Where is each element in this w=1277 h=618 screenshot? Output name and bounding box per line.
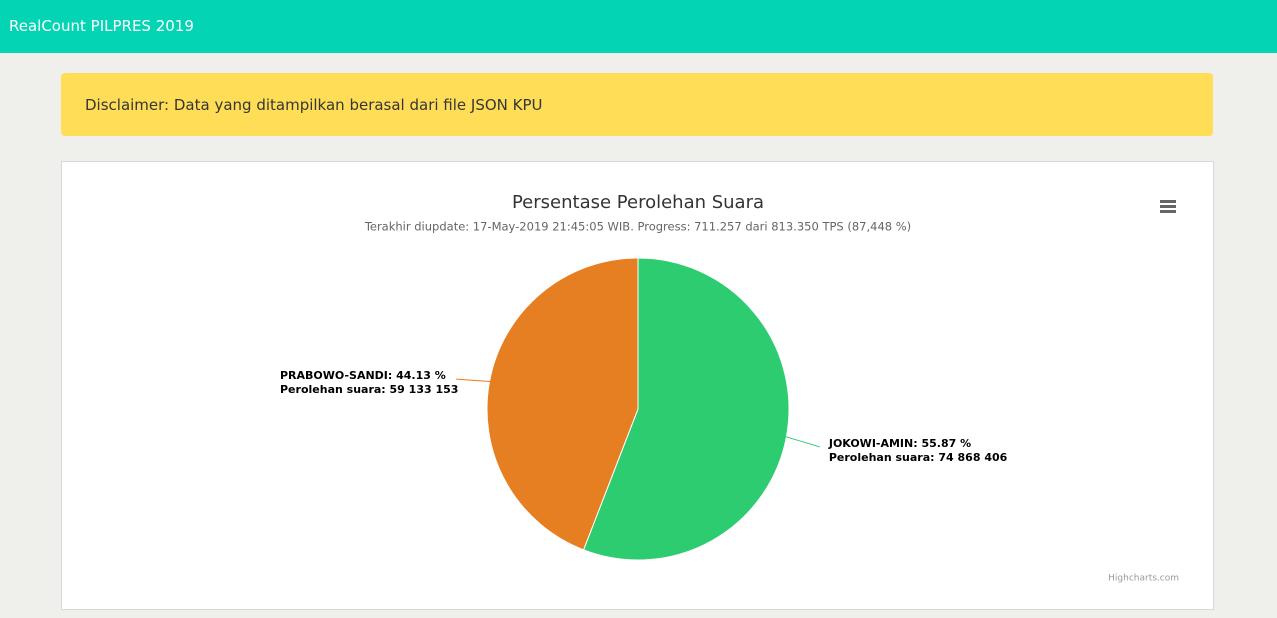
disclaimer: Disclaimer: Data yang ditampilkan berasa…: [61, 73, 1213, 136]
menu-button[interactable]: [1160, 200, 1176, 213]
vote-label: Perolehan suara: 59 133 153: [280, 383, 458, 396]
chart: Persentase Perolehan Suara Terakhir diup…: [280, 192, 1179, 584]
connector: [784, 435, 821, 448]
data-label: PRABOWO-SANDI: 44.13 %: [280, 369, 446, 382]
menu-bar: [1160, 210, 1176, 213]
connector: [456, 378, 492, 383]
navbar-title[interactable]: RealCount PILPRES 2019: [9, 17, 194, 35]
menu-bar: [1160, 205, 1176, 208]
chart-card: Persentase Perolehan Suara Terakhir diup…: [61, 161, 1214, 610]
credits[interactable]: Highcharts.com: [1108, 574, 1179, 584]
chart-subtitle: Terakhir diupdate: 17-May-2019 21:45:05 …: [364, 220, 911, 234]
vote-label: Perolehan suara: 74 868 406: [829, 451, 1008, 464]
menu-bar: [1160, 200, 1176, 203]
navbar: RealCount PILPRES 2019: [0, 0, 1277, 53]
data-label: JOKOWI-AMIN: 55.87 %: [828, 437, 971, 450]
chart-title: Persentase Perolehan Suara: [512, 192, 764, 213]
disclaimer-text: Disclaimer: Data yang ditampilkan berasa…: [85, 96, 543, 114]
